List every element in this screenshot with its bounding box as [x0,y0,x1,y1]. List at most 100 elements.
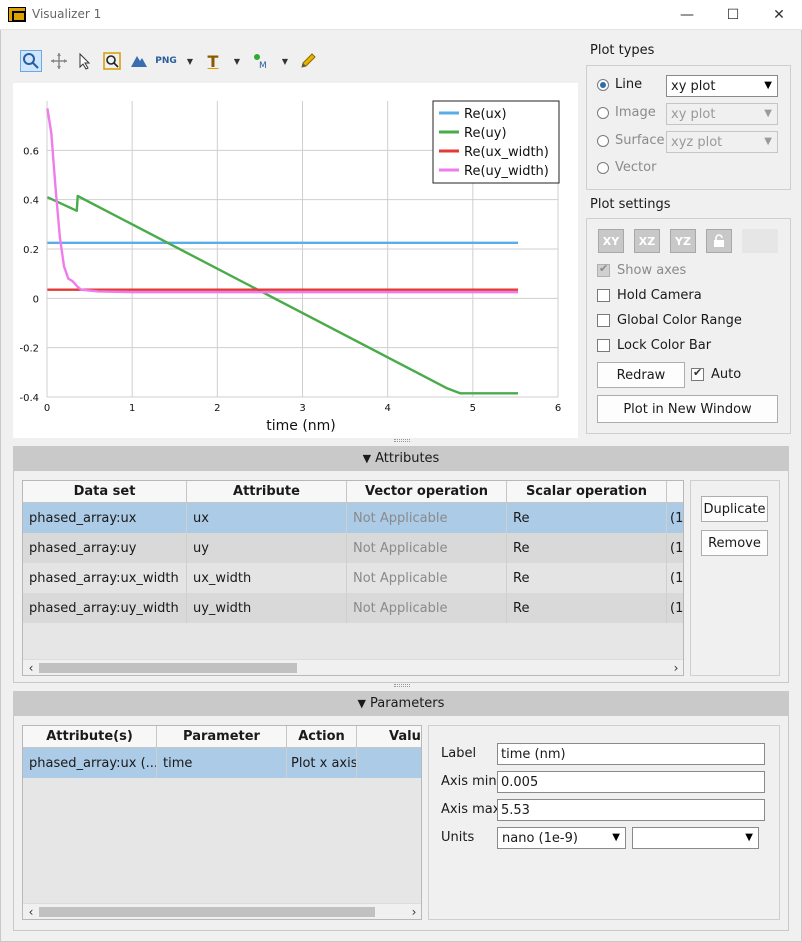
scroll-right-icon[interactable]: › [411,905,417,919]
minimize-button[interactable]: — [680,7,694,23]
col-header-attribute[interactable]: Attribute [187,481,347,503]
surface-radio[interactable] [597,135,609,147]
col-header-scalar-operation[interactable]: Scalar operation [507,481,667,503]
line-radio[interactable] [597,79,609,91]
yz-view-button[interactable]: YZ [670,229,696,253]
scalar-operation-cell[interactable]: Re [507,563,667,593]
label-input[interactable]: time (nm) [497,743,765,765]
parameter-cell: time [157,748,287,778]
chevron-down-icon: ▼ [764,136,772,147]
table-row[interactable]: phased_array:ux_width ux_width Not Appli… [23,563,683,593]
close-button[interactable]: ✕ [773,7,785,23]
png-export-icon[interactable]: PNG [155,56,177,66]
marker-dropdown-arrow-icon[interactable]: ▼ [281,56,289,66]
vector-radio[interactable] [597,162,609,174]
global-color-range-label: Global Color Range [617,313,742,328]
redraw-button[interactable]: Redraw [597,362,685,388]
chevron-down-icon: ▼ [612,832,620,843]
units-select[interactable]: nano (1e-9) ▼ [497,827,626,849]
x-tick-label: 2 [214,403,220,414]
surface-plot-select-value: xyz plot [671,134,723,150]
splitter-handle[interactable] [394,684,410,687]
remove-button[interactable]: Remove [701,530,768,556]
text-icon[interactable]: T [207,51,219,71]
table-row[interactable]: phased_array:uy_width uy_width Not Appli… [23,593,683,623]
show-axes-label: Show axes [617,263,687,278]
plot-settings-title: Plot settings [590,197,671,212]
select-icon[interactable] [74,50,96,72]
plot-new-window-button[interactable]: Plot in New Window [597,395,778,423]
vector-operation-cell: Not Applicable [347,533,507,563]
table-row[interactable]: phased_array:ux (... time Plot x axis [23,748,421,778]
duplicate-button[interactable]: Duplicate [701,496,768,522]
attributes-section-header[interactable]: ▼ Attributes [13,446,789,470]
scrollbar-thumb[interactable] [39,663,297,673]
maximize-button[interactable]: ☐ [726,7,740,23]
collapse-triangle-icon: ▼ [357,696,367,710]
global-color-range-checkbox[interactable] [597,314,610,327]
png-dropdown-arrow-icon[interactable]: ▼ [186,56,194,66]
scroll-left-icon[interactable]: ‹ [28,661,34,675]
scroll-left-icon[interactable]: ‹ [28,905,34,919]
surface-plot-select: xyz plot ▼ [666,131,778,153]
title-bar: Visualizer 1 — ☐ ✕ [0,0,802,30]
mountain-icon[interactable] [128,50,150,72]
axis-min-input[interactable]: 0.005 [497,771,765,793]
scalar-operation-cell[interactable]: Re [507,533,667,563]
value-cell[interactable] [357,748,421,778]
splitter-handle[interactable] [394,439,410,442]
plot-types-title: Plot types [590,43,655,58]
legend-label: Re(uy) [464,126,507,141]
table-row[interactable]: phased_array:ux ux Not Applicable Re (1 [23,503,683,533]
scroll-right-icon[interactable]: › [673,661,679,675]
lock-color-bar-checkbox[interactable] [597,339,610,352]
zoom-extent-icon[interactable] [101,50,123,72]
parameters-horizontal-scrollbar[interactable]: ‹ › [23,903,421,919]
pan-icon[interactable] [48,50,70,72]
hold-camera-checkbox[interactable] [597,289,610,302]
col-header-action[interactable]: Action [287,726,357,748]
units-select-value: nano (1e-9) [502,830,578,846]
axis-max-input[interactable]: 5.53 [497,799,765,821]
line-plot-select[interactable]: xy plot ▼ [666,75,778,97]
image-plot-select-value: xy plot [671,106,716,122]
col-header-attributes[interactable]: Attribute(s) [23,726,157,748]
col-header-parameter[interactable]: Parameter [157,726,287,748]
action-cell[interactable]: Plot x axis [287,748,357,778]
marker-icon[interactable]: M [250,50,272,72]
line-chart: 0 1 2 3 4 5 6 -0.4 -0.2 0 0.2 0.4 0.6 Re(ux) Re(uy) Re… [19,100,561,434]
attributes-button-panel [690,480,780,676]
legend-label: Re(uy_width) [464,164,549,179]
xz-view-button[interactable]: XZ [634,229,660,253]
dataset-cell: phased_array:ux_width [23,563,187,593]
auto-checkbox[interactable] [691,366,704,381]
scalar-operation-cell[interactable]: Re [507,503,667,533]
col-header-value[interactable]: Value [357,726,421,748]
col-header-vector-operation[interactable]: Vector operation [347,481,507,503]
pencil-icon[interactable] [297,50,319,72]
table-row[interactable]: phased_array:uy uy Not Applicable Re (1 [23,533,683,563]
y-tick-label: 0 [33,294,39,305]
attributes-horizontal-scrollbar[interactable]: ‹ › [23,659,683,675]
extra-cell: (1 [667,563,683,593]
dataset-cell: phased_array:uy [23,533,187,563]
lock-icon[interactable] [706,229,732,253]
xy-view-button[interactable]: XY [598,229,624,253]
parameters-section-header[interactable]: ▼ Parameters [13,691,789,715]
image-radio[interactable] [597,107,609,119]
image-radio-label: Image [615,105,656,120]
scalar-operation-cell[interactable]: Re [507,593,667,623]
zoom-icon[interactable] [20,50,42,72]
text-dropdown-arrow-icon[interactable]: ▼ [233,56,241,66]
x-axis-label: time (nm) [266,418,336,434]
attributes-panel [13,470,789,683]
extra-cell: (1 [667,593,683,623]
y-tick-label: -0.2 [19,344,39,355]
y-tick-label: 0.6 [23,146,39,157]
plot-canvas[interactable]: 0 1 2 3 4 5 6 -0.4 -0.2 0 0.2 0.4 0.6 Re(ux) Re(uy) Re… [13,83,578,438]
scrollbar-thumb[interactable] [39,907,375,917]
col-header-dataset[interactable]: Data set [23,481,187,503]
legend-label: Re(ux) [464,107,507,122]
units-secondary-select[interactable]: ▼ [632,827,759,849]
col-header-extra[interactable] [667,481,683,503]
